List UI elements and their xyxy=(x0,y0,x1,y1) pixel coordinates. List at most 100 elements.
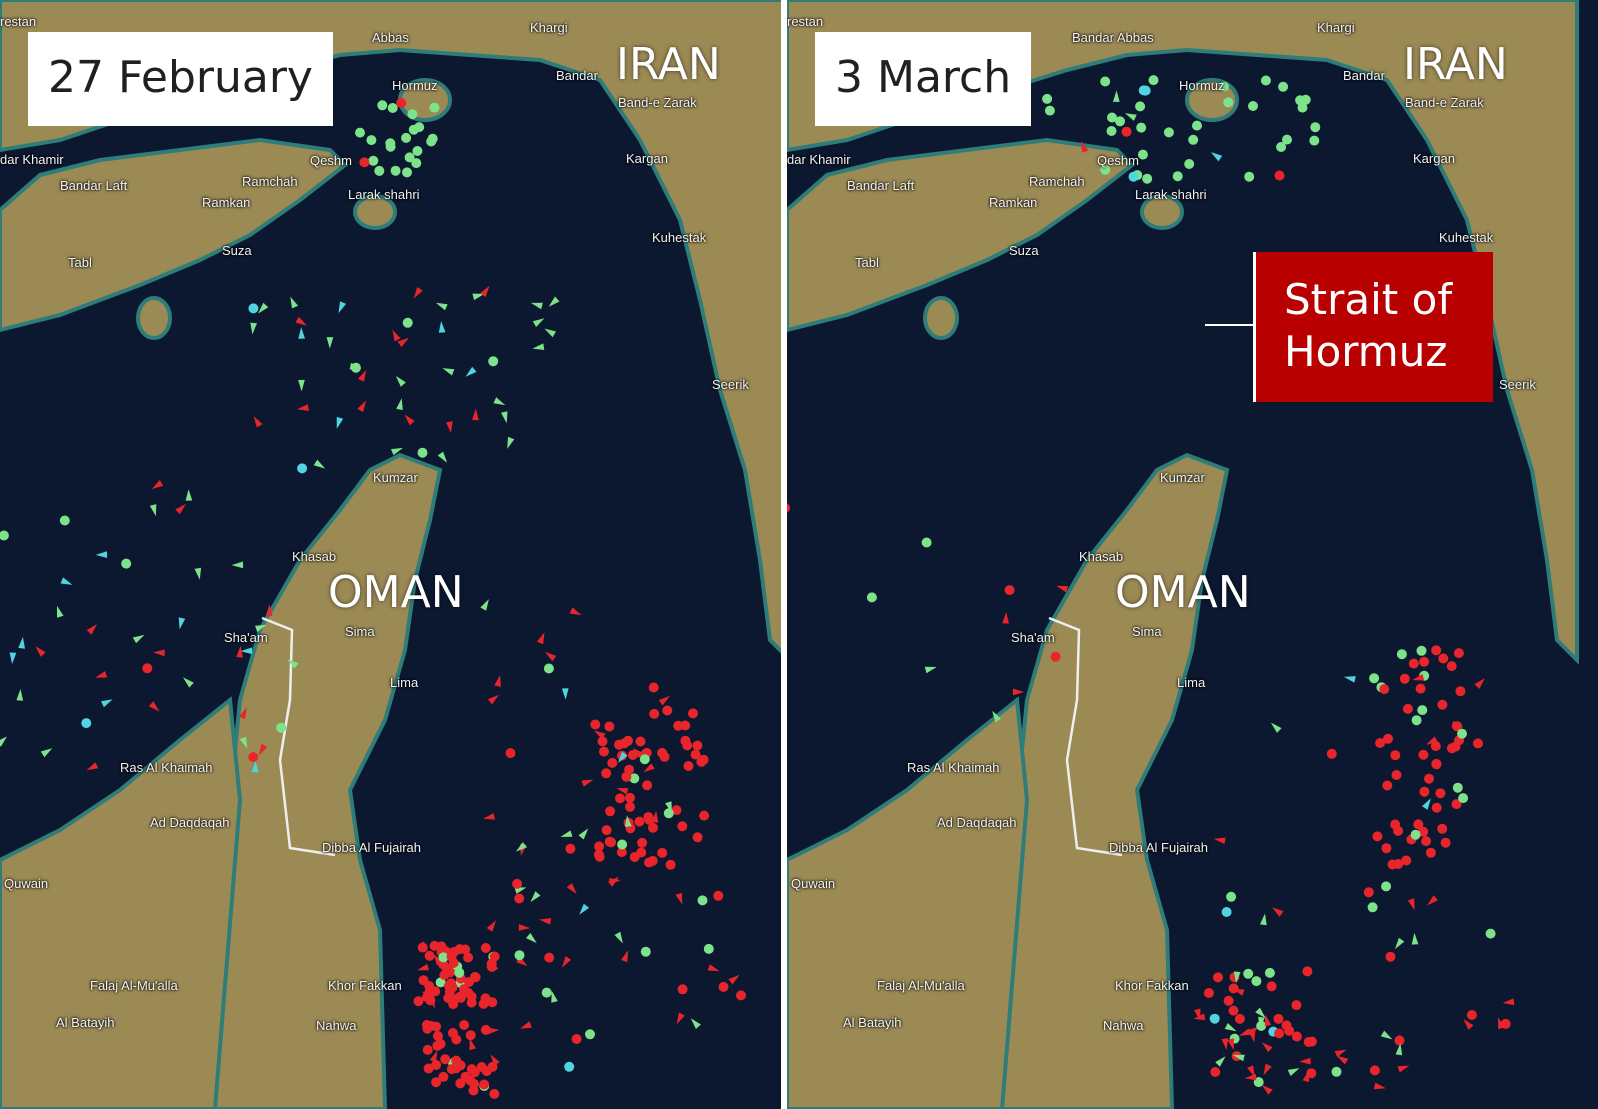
place-label-khamir: dar Khamir xyxy=(0,152,64,167)
moving-vessel-marker xyxy=(60,577,73,585)
moving-vessel-marker xyxy=(676,1012,685,1025)
anchored-vessel-marker xyxy=(514,893,525,904)
anchored-vessel-marker xyxy=(1100,164,1111,175)
place-label-suza: Suza xyxy=(1009,243,1039,258)
moving-vessel-marker xyxy=(518,924,531,931)
anchored-vessel-marker xyxy=(564,1061,575,1072)
anchored-vessel-marker xyxy=(297,463,308,474)
anchored-vessel-marker xyxy=(594,841,605,852)
moving-vessel-marker xyxy=(608,876,619,887)
anchored-vessel-marker xyxy=(692,740,703,751)
moving-vessel-marker xyxy=(101,699,113,708)
anchored-vessel-marker xyxy=(1369,673,1380,684)
moving-vessel-marker xyxy=(501,411,508,424)
anchored-vessel-marker xyxy=(402,317,413,328)
anchored-vessel-marker xyxy=(1306,1036,1317,1047)
moving-vessel-marker xyxy=(326,337,334,349)
moving-vessel-marker xyxy=(569,607,582,616)
place-label-ramchah: Ramchah xyxy=(1029,174,1085,189)
moving-vessel-marker xyxy=(298,327,305,339)
moving-vessel-marker xyxy=(1210,152,1223,162)
moving-vessel-marker xyxy=(675,892,683,905)
anchored-vessel-marker xyxy=(680,720,691,731)
moving-vessel-marker xyxy=(265,604,273,616)
place-label-arestan: restan xyxy=(0,14,37,29)
anchored-vessel-marker xyxy=(1284,1025,1295,1036)
border-line xyxy=(1048,616,1123,857)
moving-vessel-marker xyxy=(480,599,489,611)
anchored-vessel-marker xyxy=(447,982,458,993)
anchored-vessel-marker xyxy=(625,792,635,803)
anchored-vessel-marker xyxy=(512,878,523,889)
anchored-vessel-marker xyxy=(366,135,377,146)
anchored-vessel-marker xyxy=(142,663,153,674)
anchored-vessel-marker xyxy=(662,705,673,716)
moving-vessel-marker xyxy=(258,302,269,314)
moving-vessel-marker xyxy=(1451,721,1464,728)
moving-vessel-marker xyxy=(9,652,17,665)
anchored-vessel-marker xyxy=(1309,135,1320,146)
anchored-vessel-marker xyxy=(1413,819,1424,830)
anchored-vessel-marker xyxy=(1274,170,1285,181)
anchored-vessel-marker xyxy=(1210,1067,1221,1077)
anchored-vessel-marker xyxy=(787,503,791,513)
anchored-vessel-marker xyxy=(680,735,691,746)
moving-vessel-marker xyxy=(250,322,257,335)
moving-vessel-marker xyxy=(35,646,46,657)
moving-vessel-marker xyxy=(924,666,937,674)
anchored-vessel-marker xyxy=(440,1054,451,1065)
anchored-vessel-marker xyxy=(565,843,576,854)
moving-vessel-marker xyxy=(239,707,247,720)
anchored-vessel-marker xyxy=(543,663,554,674)
moving-vessel-marker xyxy=(1502,998,1515,1006)
place-label-tabl: Tabl xyxy=(855,255,879,270)
anchored-vessel-marker xyxy=(607,757,618,768)
moving-vessel-marker xyxy=(1124,113,1137,121)
moving-vessel-marker xyxy=(40,748,53,758)
moving-vessel-marker xyxy=(57,605,64,618)
moving-vessel-marker xyxy=(194,567,202,580)
moving-vessel-marker xyxy=(1221,1038,1228,1050)
moving-vessel-marker xyxy=(429,1050,438,1063)
moving-vessel-marker xyxy=(183,677,194,688)
anchored-vessel-marker xyxy=(736,990,746,1001)
anchored-vessel-marker xyxy=(1136,122,1147,133)
moving-vessel-marker xyxy=(1411,932,1419,945)
place-label-bandar-laft: Bandar Laft xyxy=(60,178,128,193)
place-label-khor-fakkan: Khor Fakkan xyxy=(328,978,402,993)
moving-vessel-marker xyxy=(616,788,629,795)
anchored-vessel-marker xyxy=(683,761,694,771)
moving-vessel-marker xyxy=(1056,585,1069,593)
moving-vessel-marker xyxy=(1213,837,1226,845)
moving-vessel-marker xyxy=(1373,1082,1386,1090)
anchored-vessel-marker xyxy=(673,720,684,731)
anchored-vessel-marker xyxy=(431,1021,442,1032)
anchored-vessel-marker xyxy=(374,165,385,176)
anchored-vessel-marker xyxy=(1213,972,1223,983)
anchored-vessel-marker xyxy=(1394,1035,1405,1046)
country-label-iran-left: IRAN xyxy=(616,39,721,90)
moving-vessel-marker xyxy=(1193,1013,1206,1021)
anchored-vessel-marker xyxy=(459,984,469,995)
anchored-vessel-marker xyxy=(1223,995,1234,1006)
anchored-vessel-marker xyxy=(411,158,422,169)
moving-vessel-marker xyxy=(231,561,244,569)
anchored-vessel-marker xyxy=(417,447,428,458)
anchored-vessel-marker xyxy=(1044,105,1055,116)
anchored-vessel-marker xyxy=(692,832,703,843)
anchored-vessel-marker xyxy=(460,944,471,955)
anchored-vessel-marker xyxy=(599,746,609,757)
anchored-vessel-marker xyxy=(435,977,446,988)
anchored-vessel-marker xyxy=(1451,799,1462,810)
moving-vessel-marker xyxy=(358,370,367,382)
small-island xyxy=(922,296,960,340)
anchored-vessel-marker xyxy=(1419,656,1430,667)
place-label-larak-shahri: Larak shahri xyxy=(1135,187,1207,202)
moving-vessel-marker xyxy=(1412,674,1425,681)
moving-vessel-marker xyxy=(86,762,99,771)
moving-vessel-marker xyxy=(95,671,108,678)
moving-vessel-marker xyxy=(530,302,543,310)
anchored-vessel-marker xyxy=(621,771,632,782)
moving-vessel-marker xyxy=(151,480,164,490)
anchored-vessel-marker xyxy=(390,165,401,176)
